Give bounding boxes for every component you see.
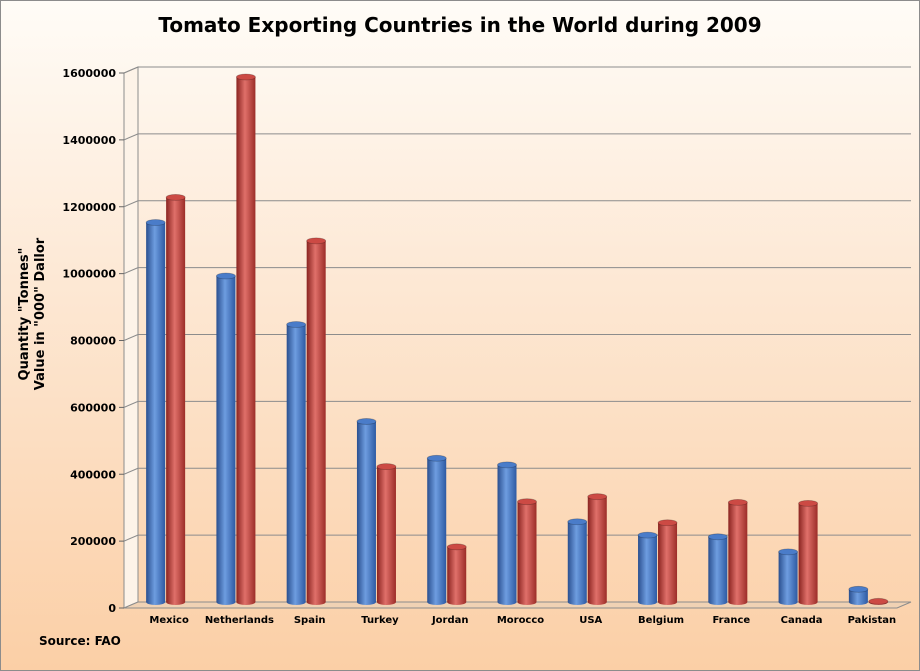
bar-belgium-series-1 [638,535,658,602]
bar-top-france-series-1 [707,533,728,541]
bar-france-series-1 [708,536,728,602]
x-tick-label: Mexico [149,615,189,626]
x-tick-label: Netherlands [205,615,274,626]
bar-top-morocco-series-2 [517,498,537,506]
bar-top-canada-series-2 [798,499,818,507]
y-tick-label: 200000 [70,535,116,548]
bar-top-spain-series-1 [286,321,307,328]
bar-spain-series-2 [306,240,326,602]
bar-mexico-series-1 [146,222,166,602]
x-tick-label: Jordan [431,615,469,626]
bar-usa-series-1 [567,521,587,602]
bar-canada-series-2 [798,503,818,602]
y-tick-label: 400000 [70,468,116,481]
bar-base-spain-series-2 [306,599,326,605]
y-tick-label: 1600000 [62,67,116,80]
bar-base-morocco-series-1 [497,599,517,605]
y-tick-label: 600000 [70,401,116,414]
gridline-side [123,400,139,408]
bar-top-usa-series-2 [587,493,608,501]
bar-netherlands-series-1 [216,275,236,602]
bar-top-netherlands-series-1 [216,272,236,280]
bar-base-netherlands-series-1 [216,599,236,605]
bar-spain-series-1 [286,324,306,602]
bar-base-usa-series-2 [587,599,607,605]
bar-top-spain-series-2 [306,237,327,245]
bar-top-turkey-series-1 [356,418,377,425]
bar-base-turkey-series-1 [356,599,376,605]
bar-top-jordan-series-1 [426,454,447,462]
bar-mexico-series-2 [166,197,186,602]
bar-canada-series-1 [778,551,798,602]
bar-base-netherlands-series-2 [236,599,256,605]
gridline-side [123,133,139,141]
bar-jordan-series-2 [447,546,467,602]
bar-base-usa-series-1 [567,599,587,605]
bar-base-belgium-series-2 [658,599,678,605]
bar-top-mexico-series-1 [145,219,166,226]
bar-top-netherlands-series-2 [236,73,256,81]
bar-turkey-series-1 [356,421,376,602]
bar-base-turkey-series-2 [376,599,396,605]
x-tick-label: USA [579,615,602,626]
bar-morocco-series-1 [497,464,517,602]
gridline-side [123,66,139,74]
chart-title: Tomato Exporting Countries in the World … [158,13,762,37]
bar-netherlands-series-2 [236,77,256,602]
bar-top-mexico-series-2 [165,194,186,201]
bar-top-morocco-series-1 [497,461,517,469]
x-tick-label: France [712,615,750,626]
bar-base-mexico-series-1 [146,599,166,605]
source-note: Source: FAO [39,634,121,648]
x-tick-label: Canada [781,615,823,626]
bar-base-canada-series-2 [798,599,818,605]
bar-base-jordan-series-2 [447,599,467,605]
bar-base-mexico-series-2 [166,599,186,605]
gridline-side [123,267,139,275]
bar-base-jordan-series-1 [427,599,447,605]
bar-top-pakistan-series-1 [848,585,869,593]
bar-usa-series-2 [587,496,607,602]
bar-base-morocco-series-2 [517,599,537,605]
bar-jordan-series-1 [427,458,447,602]
gridline-side [123,200,139,208]
bar-top-belgium-series-2 [657,519,678,527]
bar-belgium-series-2 [658,522,678,602]
y-tick-label: 0 [108,602,116,615]
bar-base-france-series-2 [728,599,748,605]
bar-top-canada-series-1 [778,548,798,556]
y-tick-label: 1200000 [62,201,116,214]
bar-top-jordan-series-2 [446,543,467,551]
bar-top-belgium-series-1 [637,531,658,539]
x-tick-label: Spain [294,615,326,626]
y-tick-label: 1400000 [62,134,116,147]
bar-base-pakistan-series-1 [848,599,868,605]
x-tick-label: Turkey [361,615,399,626]
x-tick-label: Pakistan [848,615,897,626]
bar-base-spain-series-1 [286,599,306,605]
bar-base-france-series-1 [708,599,728,605]
bar-base-canada-series-1 [778,599,798,605]
y-tick-label: 1000000 [62,268,116,281]
y-tick-label: 800000 [70,335,116,348]
bar-turkey-series-2 [376,466,396,602]
bar-top-pakistan-series-2 [868,597,889,605]
bar-top-france-series-2 [727,498,748,506]
gridline-side [123,534,139,542]
bar-top-usa-series-1 [567,518,588,526]
bar-morocco-series-2 [517,501,537,602]
bar-top-turkey-series-2 [376,463,397,470]
bar-base-belgium-series-1 [638,599,658,605]
bar-france-series-2 [728,502,748,602]
gridline-side [123,334,139,341]
x-tick-label: Belgium [638,615,684,626]
bar-pakistan-series-1 [848,589,868,602]
gridline-side [123,467,139,475]
x-tick-label: Morocco [497,615,544,626]
